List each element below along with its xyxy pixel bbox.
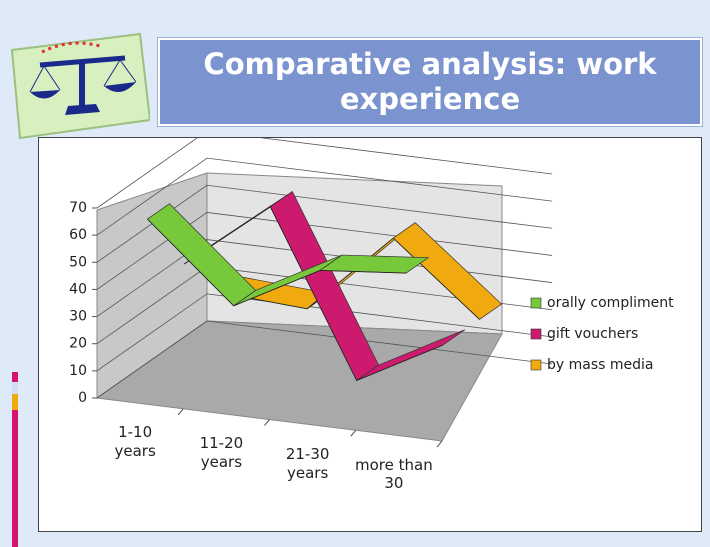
legend-swatch [530,297,542,309]
y-tick-label: 40 [69,281,87,297]
x-tick [436,440,443,448]
y-tick-label: 30 [69,309,87,325]
y-tick-label: 50 [69,254,87,270]
grid-line [96,157,553,236]
grid-line [96,293,553,372]
series-line [220,237,480,320]
series-line [183,206,444,382]
grid-line [96,320,553,399]
x-tick-label: 11-20 years [199,434,244,471]
series-line [147,218,407,307]
accent-bar [12,372,18,547]
x-tick-label: 1-10 years [114,423,156,461]
x-tick [264,419,270,426]
back-wall [206,172,503,335]
x-tick-label: 21-30 years [285,444,330,482]
chart-area: 0 10 20 30 40 50 60 70 orally compliment gift vou… [38,130,702,532]
chart-title: Comparative analysis: work experience [158,38,702,126]
accent-bar [12,394,18,410]
y-tick-label: 0 [78,390,87,406]
logo [10,32,150,140]
legend-label: by mass media [547,357,653,373]
x-tick [350,429,357,437]
grid-line [96,184,553,263]
y-tick-label: 70 [69,200,87,216]
legend-swatch [530,328,542,340]
y-tick-label: 60 [69,227,87,243]
accent-bar [12,382,18,394]
legend-label: gift vouchers [547,326,638,342]
legend-swatch [530,359,542,371]
chart: 0 10 20 30 40 50 60 70 orally compliment gift vou… [69,130,674,448]
x-tick [177,408,184,416]
y-tick-label: 20 [69,336,87,352]
legend-label: orally compliment [547,295,674,311]
x-tick-label: more than 30 [355,455,433,493]
grid-line [96,212,553,290]
y-tick-label: 10 [69,363,87,379]
